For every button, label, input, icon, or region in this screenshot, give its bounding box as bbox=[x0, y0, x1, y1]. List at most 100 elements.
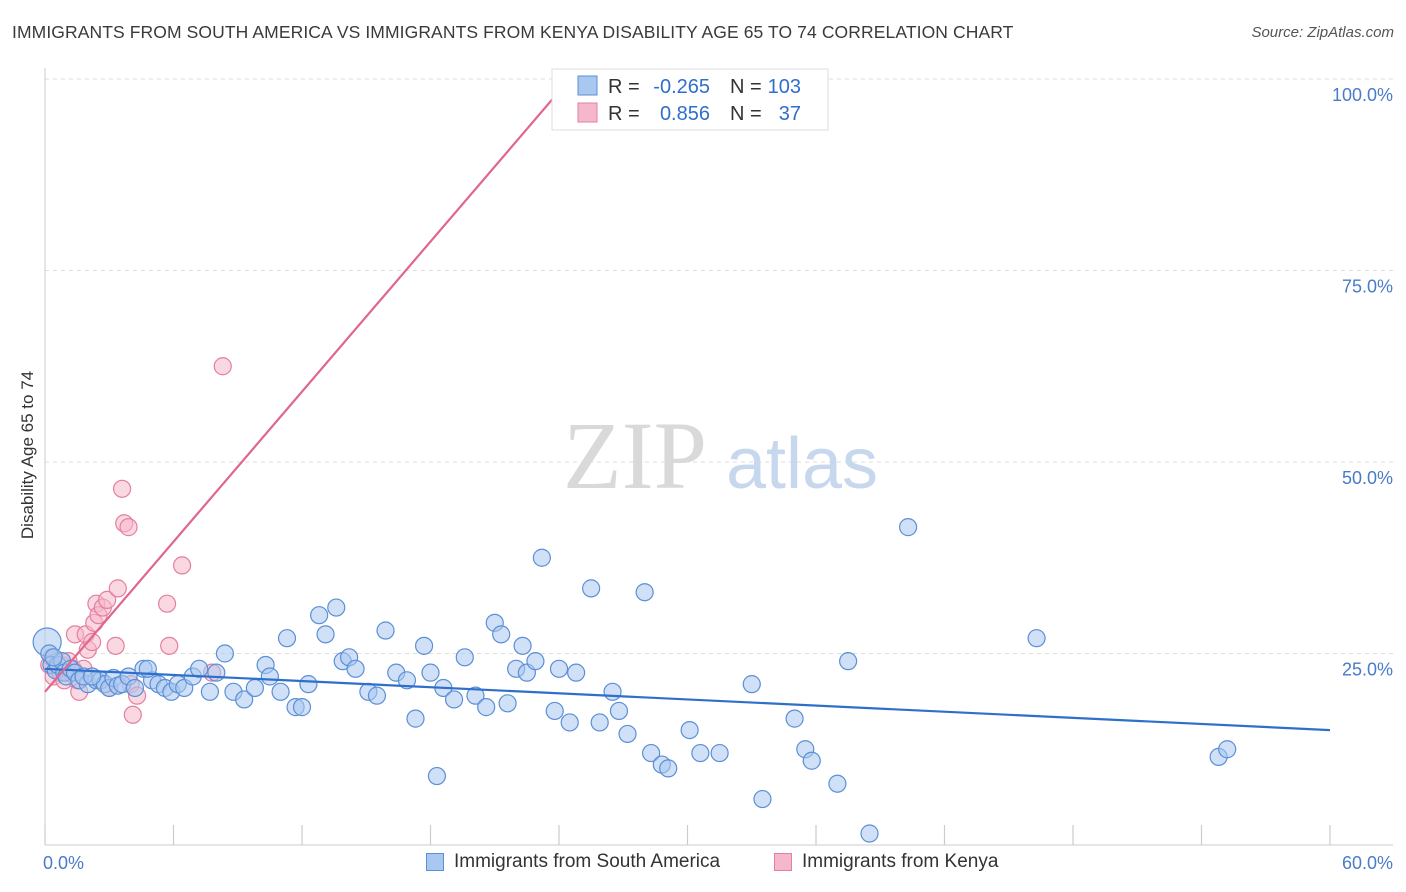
point-kenya bbox=[123, 705, 142, 724]
point-south-america bbox=[828, 774, 847, 793]
point-south-america bbox=[582, 579, 601, 598]
point-south-america bbox=[526, 652, 545, 671]
point-south-america bbox=[299, 675, 318, 694]
point-south-america bbox=[414, 636, 434, 655]
point-south-america bbox=[125, 678, 145, 698]
point-south-america bbox=[492, 625, 511, 644]
bottom-legend: Immigrants from South America Immigrants… bbox=[0, 851, 1406, 879]
point-kenya bbox=[160, 636, 179, 655]
y-tick-label: 25.0% bbox=[1342, 660, 1393, 680]
series-south-america-points bbox=[32, 518, 1237, 843]
point-south-america bbox=[802, 751, 821, 770]
point-south-america bbox=[271, 682, 290, 701]
point-south-america bbox=[292, 698, 312, 717]
point-south-america bbox=[659, 759, 678, 778]
point-south-america bbox=[839, 652, 858, 671]
legend-item-south-america: Immigrants from South America bbox=[426, 851, 720, 873]
point-south-america bbox=[1027, 629, 1046, 648]
legend-swatch-blue bbox=[426, 853, 444, 871]
point-south-america bbox=[513, 636, 532, 655]
watermark-atlas: atlas bbox=[726, 424, 878, 504]
point-south-america bbox=[590, 713, 609, 732]
point-south-america bbox=[444, 690, 464, 709]
stats-pink-n-label: N = bbox=[730, 103, 762, 125]
point-south-america bbox=[397, 671, 417, 690]
point-south-america bbox=[898, 518, 918, 537]
stats-blue-r-value: -0.265 bbox=[653, 76, 710, 98]
stats-blue-n-value: 103 bbox=[768, 76, 801, 98]
point-south-america bbox=[680, 720, 699, 740]
stats-pink-r-value: 0.856 bbox=[660, 103, 710, 125]
watermark: ZIP atlas bbox=[563, 402, 878, 509]
point-south-america bbox=[260, 667, 279, 686]
point-south-america bbox=[346, 659, 365, 678]
point-kenya bbox=[106, 636, 125, 655]
point-south-america bbox=[549, 659, 569, 678]
stats-blue-n-label: N = bbox=[730, 76, 762, 98]
point-south-america bbox=[860, 824, 879, 843]
point-south-america bbox=[532, 548, 551, 567]
point-south-america bbox=[742, 675, 761, 694]
grid-lines bbox=[45, 78, 1393, 654]
point-south-america bbox=[421, 663, 440, 682]
stats-blue-swatch bbox=[577, 75, 598, 96]
legend-label-kenya: Immigrants from Kenya bbox=[802, 851, 999, 872]
point-south-america bbox=[235, 690, 254, 709]
point-south-america bbox=[560, 713, 579, 732]
stats-pink-r-label: R = bbox=[608, 103, 640, 125]
point-south-america bbox=[545, 701, 564, 721]
point-south-america bbox=[327, 598, 346, 617]
point-south-america bbox=[316, 625, 335, 644]
y-axis-label: Disability Age 65 to 74 bbox=[18, 371, 37, 539]
chart-title: IMMIGRANTS FROM SOUTH AMERICA VS IMMIGRA… bbox=[12, 22, 1014, 42]
legend-swatch-pink bbox=[774, 853, 792, 871]
point-south-america bbox=[190, 659, 209, 678]
point-south-america bbox=[710, 743, 729, 763]
point-south-america bbox=[466, 686, 485, 705]
legend-item-kenya: Immigrants from Kenya bbox=[774, 851, 998, 873]
point-south-america bbox=[310, 606, 329, 625]
legend-label-south-america: Immigrants from South America bbox=[454, 851, 721, 872]
point-south-america bbox=[277, 629, 297, 648]
point-south-america bbox=[785, 709, 804, 728]
x-tick-label: 60.0% bbox=[1342, 853, 1393, 873]
axes bbox=[44, 68, 1393, 846]
point-kenya bbox=[157, 594, 177, 613]
y-tick-label: 75.0% bbox=[1342, 277, 1393, 297]
point-south-america bbox=[603, 682, 622, 701]
point-south-america bbox=[567, 663, 586, 682]
point-south-america bbox=[245, 678, 264, 698]
point-south-america bbox=[406, 709, 425, 728]
point-south-america bbox=[641, 743, 661, 763]
stats-legend-frame bbox=[551, 68, 829, 131]
point-kenya bbox=[83, 632, 102, 652]
point-kenya bbox=[108, 579, 127, 598]
point-south-america bbox=[609, 701, 629, 721]
point-south-america bbox=[1218, 740, 1237, 759]
watermark-zip: ZIP bbox=[563, 402, 707, 509]
source-label: Source: ZipAtlas.com bbox=[1251, 24, 1394, 41]
point-south-america bbox=[477, 698, 496, 717]
y-tick-label: 100.0% bbox=[1332, 85, 1393, 105]
point-kenya bbox=[112, 479, 132, 498]
point-kenya bbox=[213, 357, 232, 376]
y-tick-label: 50.0% bbox=[1342, 468, 1393, 488]
point-south-america bbox=[376, 621, 395, 640]
point-south-america bbox=[635, 583, 654, 602]
point-south-america bbox=[427, 766, 447, 786]
point-kenya bbox=[98, 590, 117, 609]
point-south-america bbox=[367, 686, 387, 705]
tick-labels: 25.0% 50.0% 75.0% 100.0% 0.0% 60.0% bbox=[43, 85, 1393, 873]
point-south-america bbox=[44, 648, 63, 667]
stats-pink-n-value: 37 bbox=[779, 103, 801, 125]
point-kenya bbox=[172, 556, 192, 575]
stats-pink-swatch bbox=[577, 102, 598, 123]
point-south-america bbox=[691, 743, 710, 763]
point-south-america bbox=[455, 648, 474, 667]
point-south-america bbox=[200, 682, 220, 701]
trend-line-south-america bbox=[44, 667, 1331, 732]
trend-line-kenya bbox=[44, 78, 571, 693]
point-kenya bbox=[119, 518, 138, 537]
stats-legend: R = -0.265 N = 103 R = 0.856 N = 37 bbox=[551, 68, 829, 131]
